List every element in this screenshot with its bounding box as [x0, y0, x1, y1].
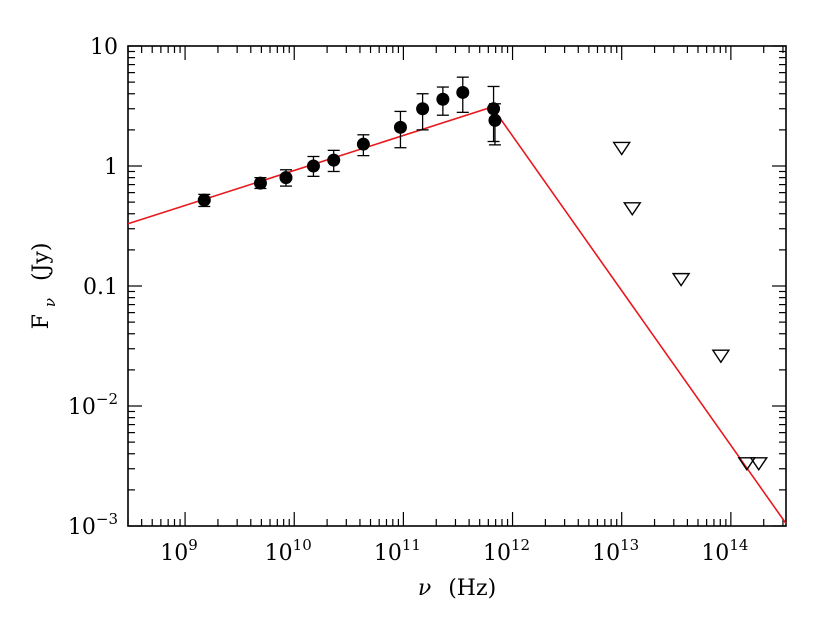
data-point: [279, 171, 293, 185]
data-point: [253, 176, 267, 190]
upper-limit-marker: [612, 141, 632, 156]
y-tick-base: 10: [68, 395, 96, 420]
y-axis-subscript: ν: [41, 298, 59, 307]
data-point: [416, 102, 430, 116]
y-axis-label: F ν (Jy): [29, 243, 61, 330]
x-tick-base: 10: [701, 541, 729, 566]
upper-limit-marker: [622, 202, 642, 217]
model-line: [127, 106, 787, 524]
x-tick-exponent: 11: [402, 536, 421, 554]
y-tick-label: 0.1: [83, 275, 118, 300]
x-tick-label: 1014: [701, 536, 748, 566]
data-point: [197, 193, 211, 207]
x-tick-base: 10: [592, 541, 620, 566]
x-axis-label: ν (Hz): [418, 576, 496, 601]
x-tick-exponent: 10: [293, 536, 312, 554]
data-point: [393, 120, 407, 134]
y-axis-symbol: F: [29, 314, 54, 329]
upper-limit-marker: [671, 272, 691, 287]
model-line-group: [127, 106, 787, 524]
y-tick-exponent: −3: [96, 510, 118, 528]
x-tick-label: 1013: [592, 536, 639, 566]
x-tick-base: 10: [265, 541, 293, 566]
error-bars-group: [198, 76, 501, 208]
y-tick-label: 10−3: [68, 510, 118, 540]
x-tick-base: 10: [483, 541, 511, 566]
upper-limit-marker: [711, 349, 731, 364]
y-tick-label: 10−2: [68, 390, 118, 420]
data-point: [436, 92, 450, 106]
data-point: [487, 102, 501, 116]
data-point: [488, 113, 502, 127]
y-tick-label: 10: [90, 35, 118, 60]
x-tick-exponent: 9: [188, 536, 198, 554]
data-point: [356, 137, 370, 151]
x-tick-label: 109: [160, 536, 198, 566]
upper-limits-group: [612, 141, 769, 472]
axis-ticks-group: [127, 45, 786, 527]
x-axis-unit: (Hz): [448, 576, 496, 601]
x-tick-exponent: 12: [511, 536, 530, 554]
y-tick-exponent: −2: [96, 390, 118, 408]
x-tick-label: 1011: [374, 536, 421, 566]
data-point: [306, 159, 320, 173]
data-point: [456, 85, 470, 99]
data-point: [327, 153, 341, 167]
x-tick-label: 1010: [265, 536, 312, 566]
x-axis-symbol: ν: [418, 576, 431, 601]
x-tick-base: 10: [374, 541, 402, 566]
data-points-group: [197, 85, 502, 207]
x-tick-exponent: 14: [729, 536, 748, 554]
y-axis-unit: (Jy): [29, 243, 54, 281]
upper-limit-marker: [749, 457, 769, 472]
x-tick-base: 10: [160, 541, 188, 566]
x-tick-exponent: 13: [620, 536, 639, 554]
upper-limit-marker: [737, 457, 757, 472]
x-tick-label: 1012: [483, 536, 530, 566]
y-tick-base: 10: [68, 515, 96, 540]
y-tick-label: 1: [104, 155, 118, 180]
